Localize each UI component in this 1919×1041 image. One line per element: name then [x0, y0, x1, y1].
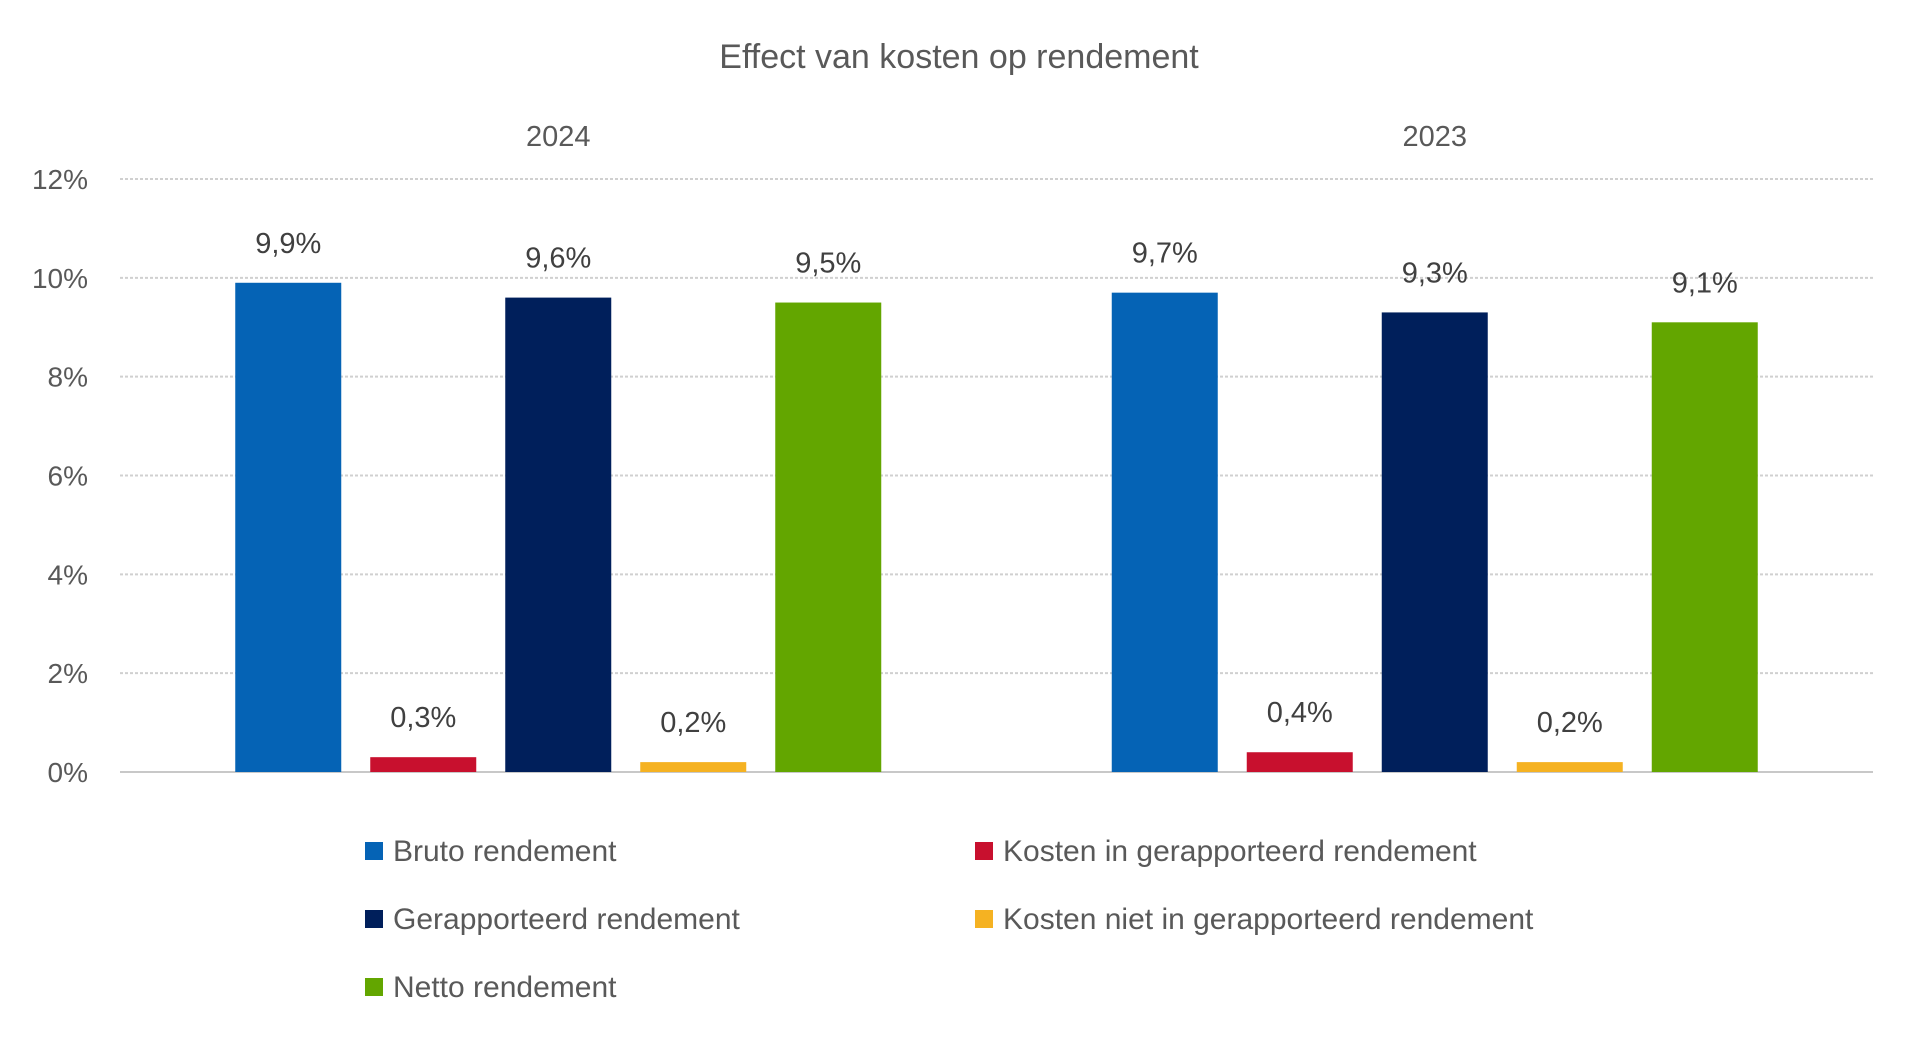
y-axis-tick-labels: 0% 2% 4% 6% 8% 10% 12% [32, 164, 88, 788]
legend-swatch [365, 910, 383, 928]
legend-swatch [365, 978, 383, 996]
data-label: 9,5% [795, 248, 861, 280]
legend: Bruto rendement Kosten in gerapporteerd r… [365, 835, 1534, 1004]
bar [1111, 292, 1218, 772]
data-label: 9,1% [1672, 267, 1738, 299]
bar [235, 282, 342, 772]
legend-label: Kosten in gerapporteerd rendement [1003, 835, 1477, 868]
legend-label: Netto rendement [393, 971, 617, 1004]
y-tick-label: 8% [48, 362, 88, 393]
legend-label: Gerapporteerd rendement [393, 903, 741, 936]
data-labels: 9,9% 0,3% 9,6% 0,2% 9,5% 9,7% 0,4% 9,3% 0,2% 9,1% [255, 228, 1738, 739]
gridlines [120, 178, 1873, 773]
y-tick-label: 6% [48, 461, 88, 492]
category-label: 2023 [1402, 121, 1467, 153]
bar [505, 297, 612, 772]
data-label: 0,2% [660, 707, 726, 739]
bar [1246, 752, 1353, 772]
y-tick-label: 0% [48, 757, 88, 788]
bar [1516, 762, 1623, 772]
category-label: 2024 [526, 121, 591, 153]
bar [1651, 322, 1758, 772]
y-tick-label: 2% [48, 658, 88, 689]
legend-label: Bruto rendement [393, 835, 617, 868]
bar [1381, 312, 1488, 772]
y-tick-label: 4% [48, 559, 88, 590]
data-label: 9,3% [1402, 257, 1468, 289]
bar [775, 302, 882, 772]
bar [640, 762, 747, 772]
y-tick-label: 10% [32, 263, 88, 294]
data-label: 0,4% [1267, 697, 1333, 729]
legend-swatch [365, 842, 383, 860]
y-tick-label: 12% [32, 164, 88, 195]
bars [235, 282, 1758, 772]
chart-title: Effect van kosten op rendement [719, 38, 1199, 76]
data-label: 0,2% [1537, 707, 1603, 739]
bar [370, 757, 477, 772]
legend-swatch [975, 910, 993, 928]
data-label: 9,7% [1132, 238, 1198, 270]
data-label: 9,6% [525, 243, 591, 275]
data-label: 0,3% [390, 702, 456, 734]
category-labels: 2024 2023 [526, 121, 1467, 153]
data-label: 9,9% [255, 228, 321, 260]
legend-swatch [975, 842, 993, 860]
legend-label: Kosten niet in gerapporteerd rendement [1003, 903, 1534, 936]
